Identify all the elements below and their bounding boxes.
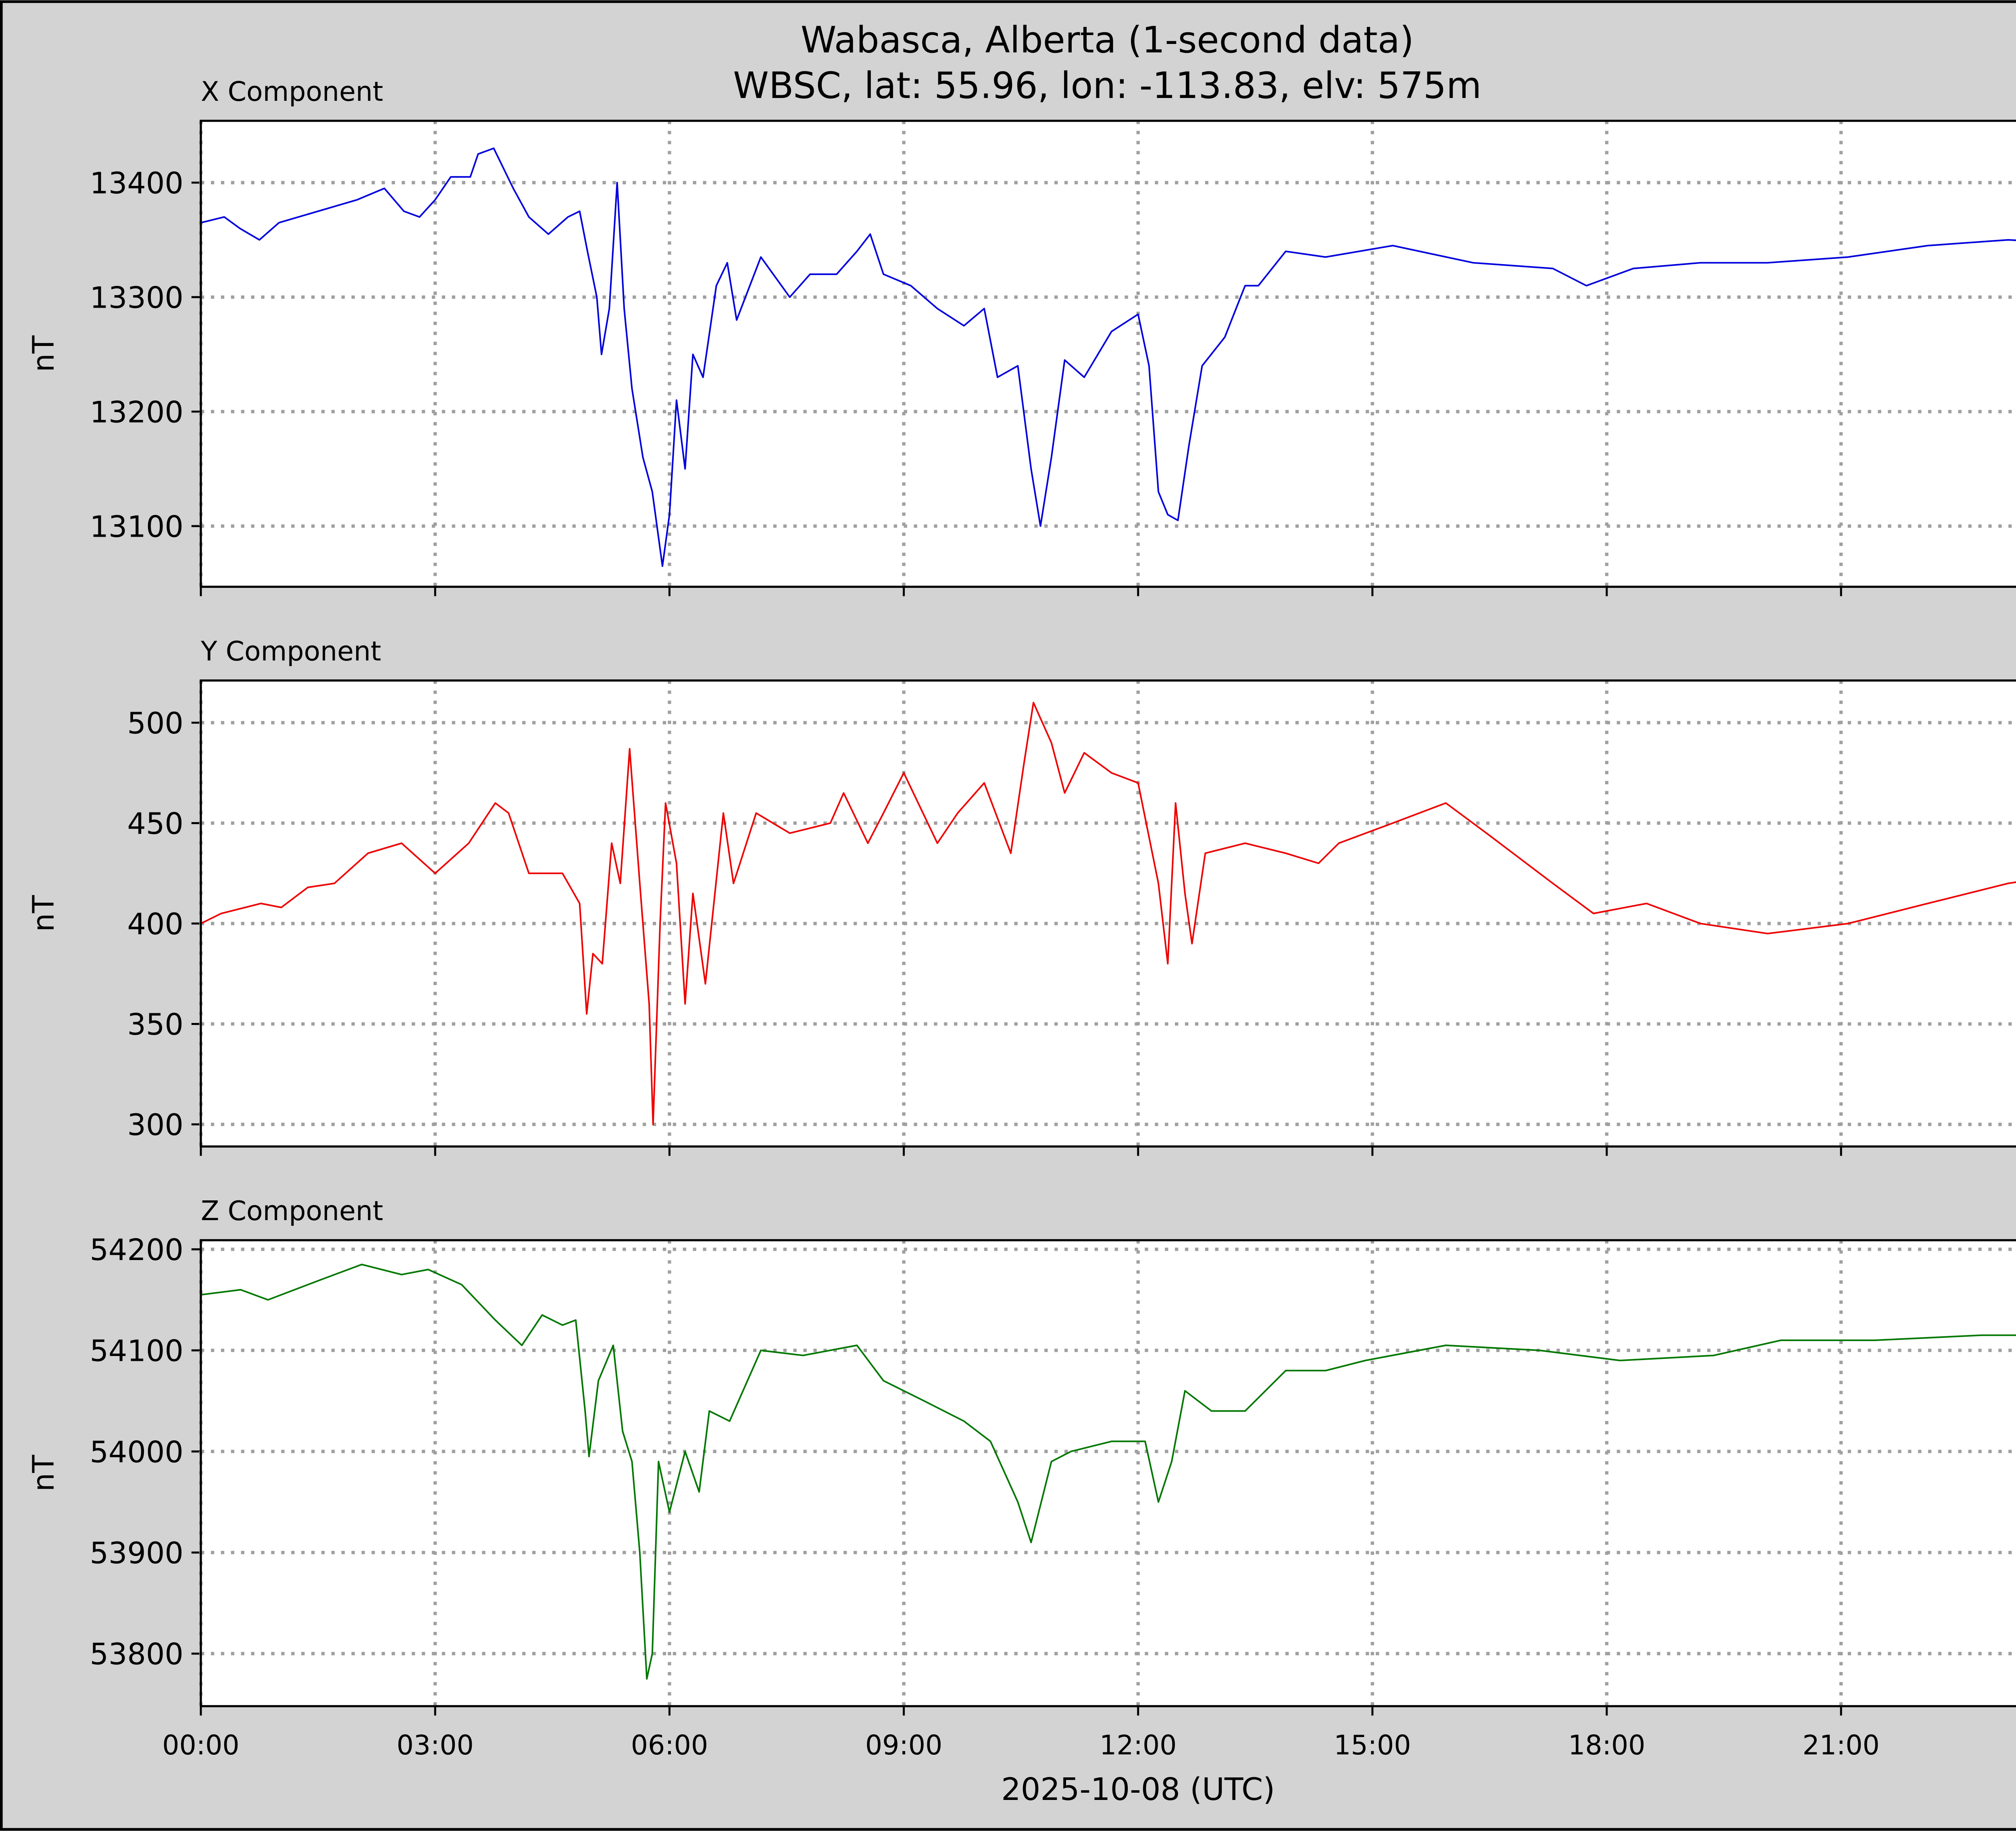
x-tick-label: 06:00 (631, 1729, 708, 1761)
y-axis-label: nT (27, 895, 61, 932)
data-line (200, 1263, 2016, 1680)
y-tick-label: 13100 (90, 510, 183, 544)
x-tick-label: 00:00 (162, 1729, 239, 1761)
y-tick-label: 450 (127, 807, 183, 841)
chart-subtitle: WBSC, lat: 55.96, lon: -113.83, elv: 575… (733, 65, 1481, 107)
y-tick-label: 54000 (90, 1435, 183, 1469)
y-tick-label: 13200 (90, 395, 183, 429)
y-tick-label: 53900 (90, 1536, 183, 1571)
plot-frame (200, 679, 2016, 1148)
x-tick-label: 03:00 (397, 1729, 474, 1761)
y-tick-label: 400 (127, 907, 183, 942)
y-tick-label: 500 (127, 706, 183, 741)
y-axis-label: nT (27, 1455, 61, 1491)
y-axis-label: nT (27, 335, 61, 372)
y-tick-label: 13400 (90, 167, 183, 201)
y-tick-label: 53800 (90, 1637, 183, 1672)
panel-title: X Component (201, 76, 383, 107)
x-tick-label: 18:00 (1568, 1729, 1645, 1761)
y-tick-label: 13300 (90, 281, 183, 315)
y-tick-label: 300 (127, 1108, 183, 1142)
data-line (200, 702, 2016, 1125)
chart-title: Wabasca, Alberta (1-second data) (801, 19, 1414, 61)
plot-area (201, 680, 2016, 1147)
y-tick-label: 54100 (90, 1334, 183, 1369)
data-line (200, 147, 2016, 567)
panel-title: Z Component (201, 1195, 383, 1227)
x-tick-label: 12:00 (1100, 1729, 1177, 1761)
x-tick-label: 15:00 (1334, 1729, 1411, 1761)
x-tick-label: 09:00 (865, 1729, 942, 1761)
plot-area (201, 1240, 2016, 1706)
y-tick-label: 350 (127, 1008, 183, 1042)
plot-frame (200, 1239, 2016, 1708)
plot-frame (200, 119, 2016, 588)
y-tick-label: 54200 (90, 1233, 183, 1267)
x-tick-label: 21:00 (1802, 1729, 1879, 1761)
plot-area (201, 121, 2016, 587)
x-axis-label: 2025-10-08 (UTC) (1001, 1772, 1275, 1808)
panel-title: Y Component (200, 635, 381, 667)
